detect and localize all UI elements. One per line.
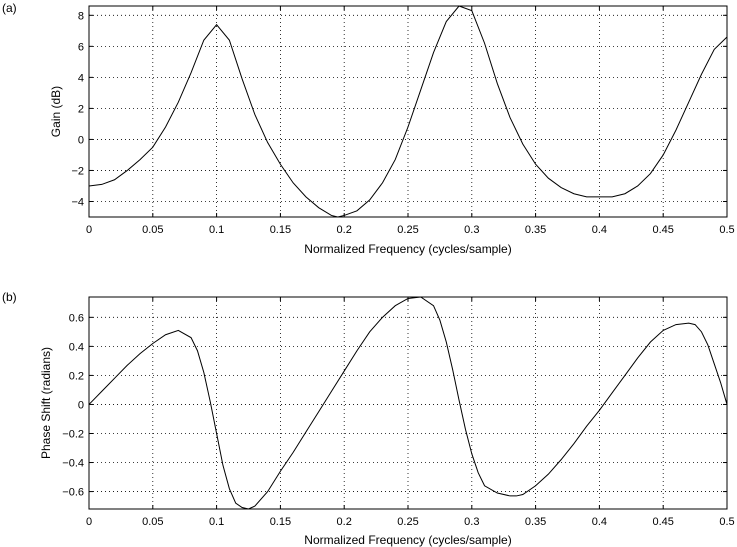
- x-tick-label: 0.15: [270, 516, 291, 528]
- x-tick-label: 0.2: [337, 224, 352, 236]
- x-tick-label: 0: [86, 224, 92, 236]
- x-tick-label: 0.15: [270, 224, 291, 236]
- x-tick-label: 0.3: [464, 516, 479, 528]
- x-tick-label: 0.5: [719, 516, 734, 528]
- y-tick-label: −0.2: [62, 428, 84, 440]
- x-tick-label: 0.25: [397, 224, 418, 236]
- x-axis-label: Normalized Frequency (cycles/sample): [304, 533, 511, 547]
- panel-tag: (b): [2, 290, 17, 304]
- x-tick-label: 0.05: [142, 516, 163, 528]
- x-tick-label: 0.4: [592, 516, 607, 528]
- x-tick-label: 0.05: [142, 224, 163, 236]
- x-tick-label: 0.1: [209, 516, 224, 528]
- x-tick-label: 0.35: [525, 224, 546, 236]
- x-tick-label: 0.1: [209, 224, 224, 236]
- y-tick-label: 0.6: [69, 312, 84, 324]
- x-tick-label: 0.35: [525, 516, 546, 528]
- x-tick-label: 0.25: [397, 516, 418, 528]
- y-tick-label: −4: [71, 196, 84, 208]
- y-tick-label: −2: [71, 165, 84, 177]
- x-axis-label: Normalized Frequency (cycles/sample): [304, 242, 511, 256]
- y-tick-label: −0.6: [62, 487, 84, 499]
- y-tick-label: 0: [78, 399, 84, 411]
- series-line: [88, 296, 728, 510]
- series-line: [88, 5, 728, 218]
- x-tick-label: 0.5: [719, 224, 734, 236]
- y-tick-label: 2: [78, 103, 84, 115]
- gain-panel: 0 0.05 0.1 0.15 0.2 0.25 0.3 0.35 0.4 0.45 0.5 −4 −2…: [2, 1, 735, 256]
- x-tick-label: 0.45: [652, 224, 673, 236]
- x-tick-label: 0: [86, 516, 92, 528]
- y-tick-label: −0.4: [62, 458, 84, 470]
- plot-frame: [88, 5, 728, 218]
- x-tick-label: 0.3: [464, 224, 479, 236]
- y-tick-label: 6: [78, 41, 84, 53]
- y-tick-label: 0.2: [69, 370, 84, 382]
- y-axis-label: Gain (dB): [49, 86, 63, 137]
- x-tick-label: 0.45: [652, 516, 673, 528]
- y-tick-label: 4: [78, 72, 84, 84]
- y-tick-label: 0.4: [69, 341, 84, 353]
- panel-tag: (a): [2, 1, 17, 15]
- y-axis-label: Phase Shift (radians): [39, 347, 53, 459]
- y-tick-label: 0: [78, 134, 84, 146]
- phase-panel: 0 0.05 0.1 0.15 0.2 0.25 0.3 0.35 0.4 0.45 0.5 −0.6…: [2, 290, 735, 547]
- x-tick-label: 0.2: [337, 516, 352, 528]
- y-tick-label: 8: [78, 10, 84, 22]
- x-tick-label: 0.4: [592, 224, 607, 236]
